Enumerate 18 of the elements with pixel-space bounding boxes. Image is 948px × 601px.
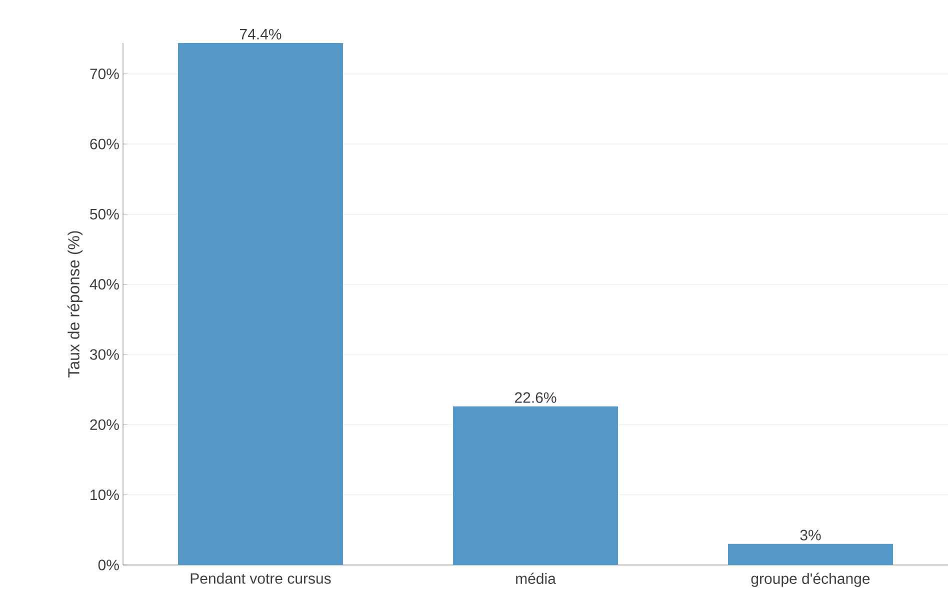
y-tick-label: 40% <box>90 279 119 290</box>
data-label: 74.4% <box>240 28 282 40</box>
x-tick-label: groupe d'échange <box>751 572 870 587</box>
y-tick-label: 30% <box>90 349 119 360</box>
y-tick-label: 60% <box>90 138 119 150</box>
bar <box>178 42 344 565</box>
y-axis-title: Taux de réponse (%) <box>67 231 83 378</box>
x-tick-label: Pendant votre cursus <box>190 572 331 584</box>
y-tick-label: 20% <box>90 419 119 430</box>
data-label: 22.6% <box>514 392 556 403</box>
x-tick-label: média <box>516 572 556 584</box>
y-tick-label: 0% <box>98 560 119 570</box>
y-tick-label: 70% <box>90 68 119 80</box>
bar <box>453 406 618 565</box>
bar <box>728 544 894 565</box>
data-label: 3% <box>800 530 821 540</box>
y-tick-label: 50% <box>90 208 119 220</box>
y-tick-label: 10% <box>90 490 119 500</box>
